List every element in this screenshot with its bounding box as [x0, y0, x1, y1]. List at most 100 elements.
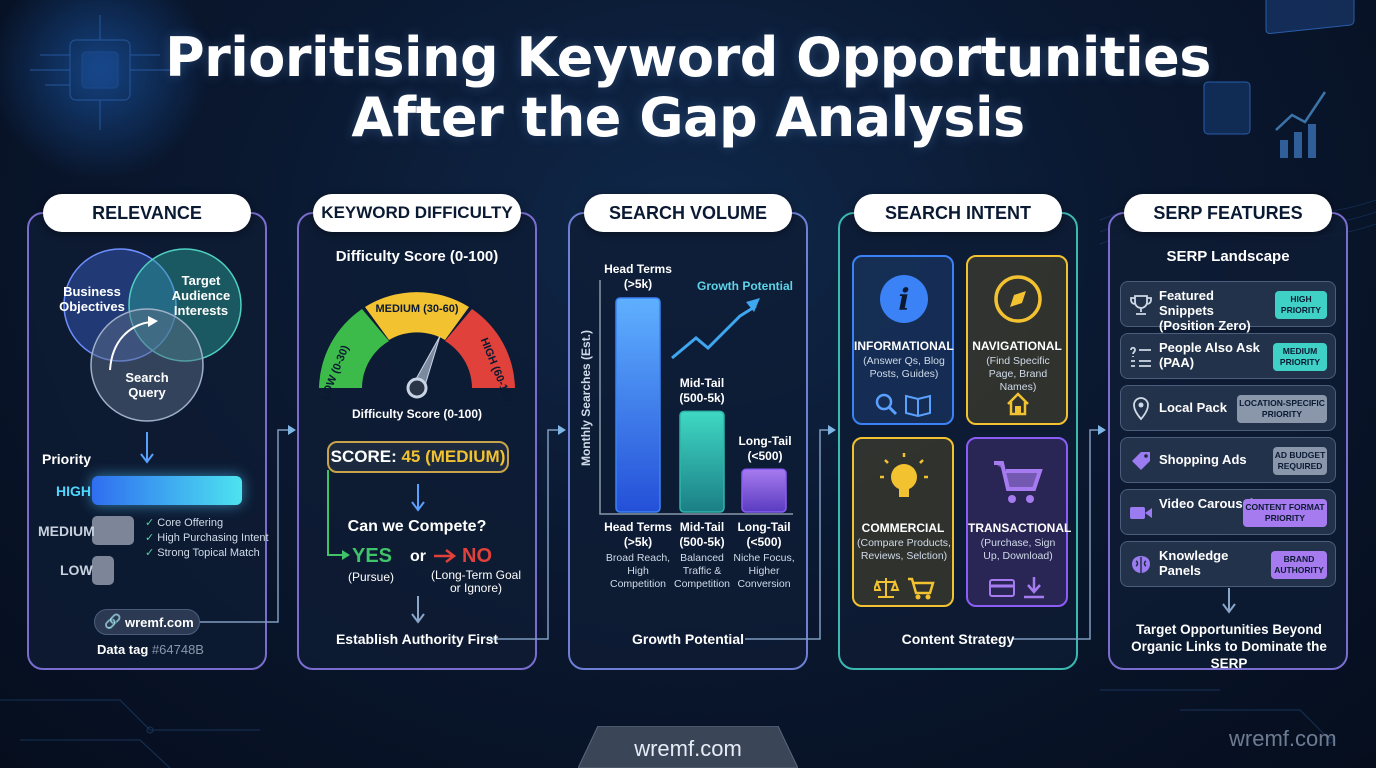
- volume-ylabel: Monthly Searches (Est.): [579, 330, 593, 466]
- serp-shopping-ads-badge: AD BUDGET REQUIRED: [1273, 447, 1327, 475]
- volume-bar-top-label-mid: Mid-Tail (500-5k): [679, 376, 725, 405]
- watermark: wremf.com: [1229, 726, 1337, 751]
- answer-or: or: [410, 548, 426, 565]
- video-icon: [1130, 507, 1152, 519]
- checklist: ✓ Core Offering ✓ High Purchasing Intent…: [145, 516, 269, 561]
- answer-no-sub: (Long-Term Goal or Ignore): [430, 568, 522, 595]
- intent-commercial-name: COMMERCIAL: [861, 521, 945, 535]
- volume-bar-top-label-long: Long-Tail (<500): [738, 434, 792, 463]
- serp-video-carousels-badge: CONTENT FORMAT PRIORITY: [1243, 499, 1327, 527]
- data-tag-label: Data tag: [97, 642, 149, 657]
- volume-bar-name-head: Head Terms (>5k): [604, 520, 672, 549]
- volume-bar-name-long: Long-Tail (<500): [737, 520, 791, 549]
- priority-low-label: LOW: [60, 562, 93, 578]
- intent-card-navigational: NAVIGATIONAL (Find Specific Page, Brand …: [966, 255, 1068, 425]
- venn-diagram: [63, 248, 242, 422]
- list-question-icon: [1130, 346, 1151, 367]
- score-prefix: SCORE:: [330, 447, 397, 466]
- answer-yes-sub: (Pursue): [348, 570, 395, 584]
- serp-row-video-carousels: Video Carousels CONTENT FORMAT PRIORITY: [1120, 489, 1336, 535]
- shopping-cart-icon: [994, 461, 1043, 503]
- check-core-offering: Core Offering: [157, 517, 224, 529]
- priority-label: Priority: [42, 451, 92, 467]
- serp-paa-badge: MEDIUM PRIORITY: [1273, 343, 1327, 371]
- search-book-icon: [875, 393, 931, 417]
- difficulty-footer: Establish Authority First: [335, 631, 499, 647]
- priority-high-label: HIGH: [56, 483, 91, 499]
- serp-row-paa: People Also Ask (PAA) MEDIUM PRIORITY: [1120, 333, 1336, 379]
- intent-navigational-name: NAVIGATIONAL: [972, 339, 1062, 353]
- volume-bar-top-label-head: Head Terms (>5k): [604, 262, 672, 291]
- intent-commercial-desc: (Compare Products, Reviews, Selction): [857, 537, 951, 562]
- data-tag-value: #64748B: [151, 642, 204, 657]
- check-icon: ✓: [145, 517, 158, 529]
- card-download-icon: [989, 577, 1044, 599]
- serp-down-arrow-icon: [1222, 588, 1236, 614]
- serp-knowledge-panels-badge: BRAND AUTHORITY: [1271, 551, 1327, 579]
- intent-navigational-desc: (Find Specific Page, Brand Names): [986, 355, 1050, 393]
- venn-search-query: Search Query: [125, 370, 169, 400]
- gauge-caption: Difficulty Score (0-100): [351, 407, 483, 421]
- relevance-header: RELEVANCE: [43, 194, 251, 232]
- answer-yes: YES: [352, 545, 393, 567]
- volume-bar-long: [741, 468, 787, 513]
- intent-informational-desc: (Answer Qs, Blog Posts, Guides): [863, 355, 945, 380]
- serp-knowledge-panels-label: Knowledge Panels: [1159, 548, 1229, 578]
- serp-row-shopping-ads: Shopping Ads AD BUDGET REQUIRED: [1120, 437, 1336, 483]
- intent-header: SEARCH INTENT: [854, 194, 1062, 232]
- serp-local-pack-badge: LOCATION-SPECIFIC PRIORITY: [1237, 395, 1327, 423]
- serp-featured-snippets-label: Featured Snippets (Position Zero): [1159, 288, 1251, 333]
- answer-no: NO: [462, 545, 492, 567]
- check-icon: ✓: [145, 547, 158, 559]
- intent-card-informational: i INFORMATIONAL (Answer Qs, Blog Posts, …: [852, 255, 954, 425]
- serp-subtitle: SERP Landscape: [1166, 248, 1290, 265]
- venn-target-audience: Target Audience Interests: [171, 273, 231, 318]
- page-title-line1: Prioritising Keyword Opportunities: [165, 26, 1211, 89]
- tag-icon: [1132, 452, 1150, 470]
- volume-footer: Growth Potential: [632, 631, 744, 647]
- serp-row-knowledge-panels: Knowledge Panels BRAND AUTHORITY: [1120, 541, 1336, 587]
- map-pin-icon: [1133, 397, 1149, 421]
- footer-tab-text: wremf.com: [634, 736, 742, 761]
- intent-informational-name: INFORMATIONAL: [854, 339, 954, 353]
- serp-featured-snippets-badge: HIGH PRIORITY: [1275, 291, 1327, 319]
- volume-bar-name-mid: Mid-Tail (500-5k): [679, 520, 725, 549]
- priority-bar-medium: [92, 516, 134, 545]
- serp-shopping-ads-label: Shopping Ads: [1159, 452, 1247, 467]
- priority-bar-high: [92, 476, 242, 505]
- volume-bar-desc-long: Niche Focus, Higher Conversion: [733, 552, 795, 590]
- serp-row-featured-snippets: Featured Snippets (Position Zero) HIGH P…: [1120, 281, 1336, 333]
- serp-row-local-pack: Local Pack LOCATION-SPECIFIC PRIORITY: [1120, 385, 1336, 431]
- check-topical-match: Strong Topical Match: [157, 547, 260, 559]
- priority-bar-low: [92, 556, 114, 585]
- difficulty-header: KEYWORD DIFFICULTY: [313, 194, 521, 232]
- venn-business-objectives: Business Objectives: [59, 284, 125, 314]
- difficulty-score-title: Difficulty Score (0-100): [335, 248, 499, 265]
- score-box: SCORE: 45 (MEDIUM): [327, 441, 509, 473]
- volume-growth-label: Growth Potential: [697, 279, 793, 293]
- down-arrow-icon: [140, 432, 154, 464]
- page-title-line2: After the Gap Analysis: [351, 86, 1025, 149]
- link-icon: 🔗: [104, 613, 122, 629]
- intent-transactional-name: TRANSACTIONAL: [968, 521, 1072, 535]
- volume-bar-mid: [679, 410, 725, 513]
- compass-icon: [994, 275, 1042, 323]
- check-purchasing-intent: High Purchasing Intent: [157, 532, 269, 544]
- serp-video-carousels-label: Video Carousels: [1159, 496, 1261, 511]
- volume-chart: Monthly Searches (Est.): [579, 280, 793, 515]
- data-tag: Data tag #64748B: [97, 642, 204, 657]
- footer-tab-shape: [578, 726, 798, 768]
- info-icon: i: [880, 275, 928, 323]
- volume-bar-head: [615, 297, 661, 513]
- score-value: 45 (MEDIUM): [401, 447, 506, 466]
- source-link-text: wremf.com: [125, 615, 194, 630]
- scale-cart-icon: [874, 577, 935, 600]
- intent-footer: Content Strategy: [901, 631, 1015, 647]
- home-icon: [1007, 392, 1029, 416]
- trophy-icon: [1130, 295, 1152, 315]
- brain-icon: [1132, 556, 1150, 573]
- gauge-medium-label: MEDIUM (30-60): [375, 303, 458, 315]
- source-link-button[interactable]: 🔗 wremf.com: [94, 609, 200, 635]
- volume-header: SEARCH VOLUME: [584, 194, 792, 232]
